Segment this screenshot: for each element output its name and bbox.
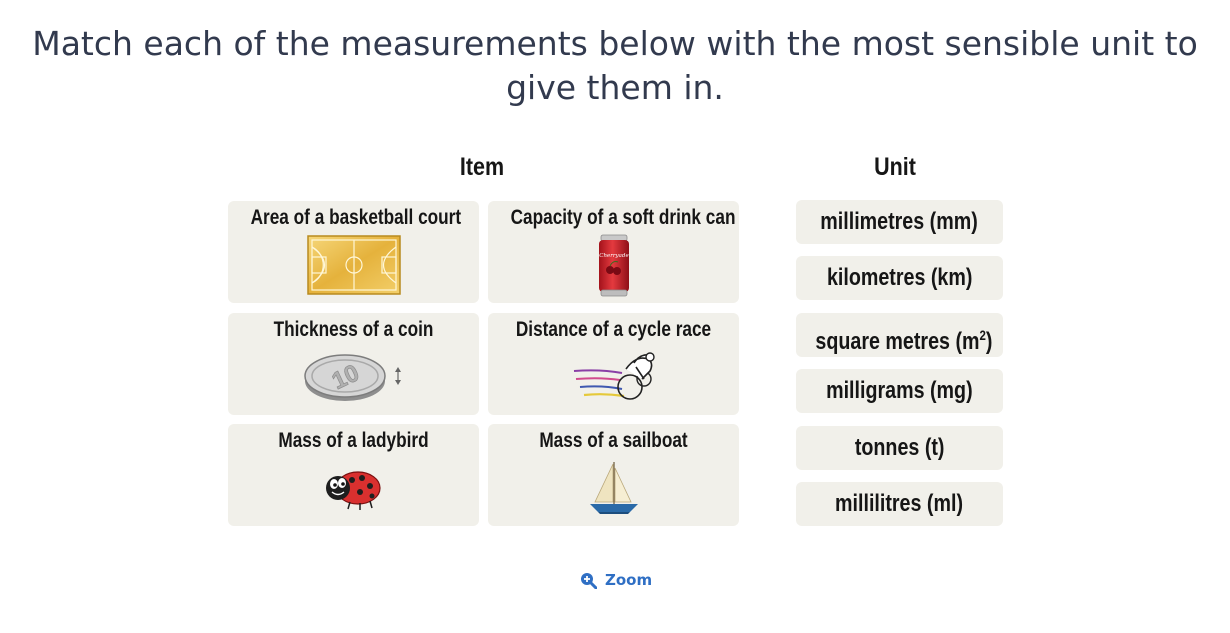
item-label: Area of a basketball court (250, 206, 462, 229)
item-label: Mass of a ladybird (278, 429, 429, 452)
unit-label: millimetres (mm) (820, 208, 979, 235)
zoom-button[interactable]: Zoom (580, 571, 652, 589)
item-card-basketball-court[interactable]: Area of a basketball court (228, 201, 479, 303)
unit-card-milligrams[interactable]: milligrams (mg) (796, 369, 1003, 413)
item-card-cycle-race[interactable]: Distance of a cycle race (488, 313, 739, 415)
question-line-1: Match each of the measurements below wit… (32, 24, 1198, 63)
unit-card-kilometres[interactable]: kilometres (km) (796, 256, 1003, 300)
unit-label: tonnes (t) (854, 434, 945, 461)
unit-superscript: 2 (979, 327, 986, 343)
unit-label: kilometres (km) (826, 264, 973, 291)
unit-label: square metres (m (815, 328, 980, 355)
unit-card-millimetres[interactable]: millimetres (mm) (796, 200, 1003, 244)
unit-card-millilitres[interactable]: millilitres (ml) (796, 482, 1003, 526)
item-column-header: Item (459, 153, 505, 181)
zoom-in-icon (581, 572, 597, 589)
unit-label-suffix: ) (985, 328, 993, 355)
item-card-sailboat[interactable]: Mass of a sailboat (488, 424, 739, 526)
unit-label: millilitres (ml) (835, 490, 964, 517)
soft-drink-can-icon: Cherryade (598, 234, 629, 297)
unit-card-tonnes[interactable]: tonnes (t) (796, 426, 1003, 470)
question-text: Match each of the measurements below wit… (15, 22, 1215, 110)
item-card-ladybird[interactable]: Mass of a ladybird (228, 424, 479, 526)
unit-card-square-metres[interactable]: square metres (m2) (796, 313, 1003, 357)
item-label: Mass of a sailboat (539, 429, 688, 452)
item-card-coin[interactable]: Thickness of a coin 10 (228, 313, 479, 415)
sailboat-icon (589, 462, 638, 514)
zoom-label: Zoom (605, 571, 653, 589)
item-label: Distance of a cycle race (515, 318, 712, 341)
item-label: Capacity of a soft drink can (510, 206, 736, 229)
basketball-court-icon (306, 235, 401, 295)
cyclist-icon (573, 352, 655, 400)
unit-label-wrap: square metres (m2) (815, 313, 992, 364)
unit-column-header: Unit (874, 153, 916, 181)
coin-icon: 10 (303, 354, 401, 401)
can-label-text: Cherryade (599, 253, 629, 259)
question-line-2: give them in. (506, 68, 724, 107)
item-label: Thickness of a coin (273, 318, 434, 341)
item-card-soft-drink-can[interactable]: Capacity of a soft drink can Cherryade (488, 201, 739, 303)
unit-label: milligrams (mg) (826, 377, 973, 404)
ladybird-icon (325, 471, 381, 510)
